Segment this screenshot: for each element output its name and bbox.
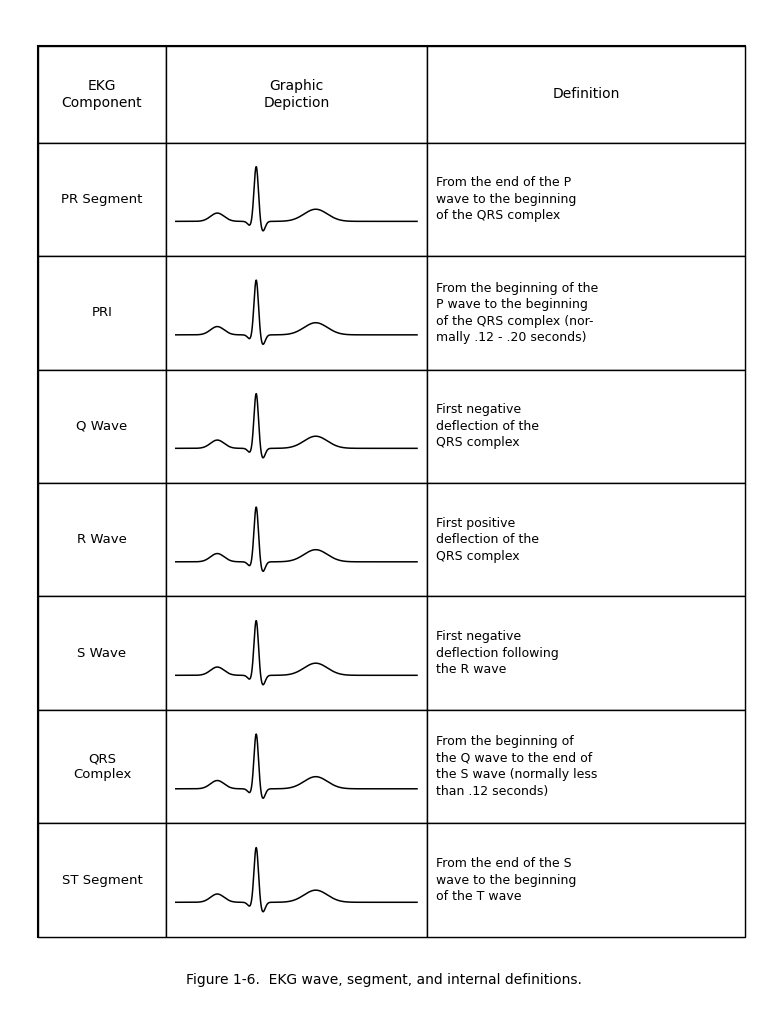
Text: QRS
Complex: QRS Complex	[73, 753, 131, 781]
Text: EKG
Component: EKG Component	[61, 79, 142, 110]
Text: S Wave: S Wave	[78, 647, 127, 659]
Bar	[38, 483, 166, 597]
Bar	[427, 370, 745, 483]
Bar	[166, 823, 427, 937]
Bar	[38, 46, 745, 937]
Text: PR Segment: PR Segment	[61, 193, 143, 206]
Text: Graphic
Depiction: Graphic Depiction	[263, 79, 329, 110]
Text: First negative
deflection following
the R wave: First negative deflection following the …	[436, 630, 559, 676]
Bar	[166, 370, 427, 483]
Bar	[38, 256, 166, 370]
Bar	[427, 142, 745, 256]
Bar	[166, 710, 427, 823]
Text: From the beginning of the
P wave to the beginning
of the QRS complex (nor-
mally: From the beginning of the P wave to the …	[436, 282, 598, 344]
Text: From the end of the P
wave to the beginning
of the QRS complex: From the end of the P wave to the beginn…	[436, 176, 577, 222]
Text: ST Segment: ST Segment	[61, 873, 142, 887]
Bar	[166, 483, 427, 597]
Bar	[166, 142, 427, 256]
Text: Figure 1-6.  EKG wave, segment, and internal definitions.: Figure 1-6. EKG wave, segment, and inter…	[186, 974, 582, 987]
Bar	[427, 710, 745, 823]
Text: Definition: Definition	[552, 87, 620, 101]
Bar	[166, 46, 427, 142]
Bar	[38, 710, 166, 823]
Bar	[38, 46, 166, 142]
Bar	[427, 483, 745, 597]
Bar	[38, 823, 166, 937]
Bar	[38, 597, 166, 710]
Bar	[427, 256, 745, 370]
Text: From the end of the S
wave to the beginning
of the T wave: From the end of the S wave to the beginn…	[436, 857, 577, 903]
Text: From the beginning of
the Q wave to the end of
the S wave (normally less
than .1: From the beginning of the Q wave to the …	[436, 735, 598, 798]
Bar	[427, 597, 745, 710]
Bar	[427, 823, 745, 937]
Text: First positive
deflection of the
QRS complex: First positive deflection of the QRS com…	[436, 517, 539, 563]
Bar	[166, 597, 427, 710]
Text: R Wave: R Wave	[77, 534, 127, 546]
Bar	[38, 142, 166, 256]
Text: PRI: PRI	[91, 306, 112, 319]
Bar	[427, 46, 745, 142]
Bar	[38, 370, 166, 483]
Text: Q Wave: Q Wave	[76, 420, 127, 433]
Text: First negative
deflection of the
QRS complex: First negative deflection of the QRS com…	[436, 403, 539, 450]
Bar	[166, 256, 427, 370]
